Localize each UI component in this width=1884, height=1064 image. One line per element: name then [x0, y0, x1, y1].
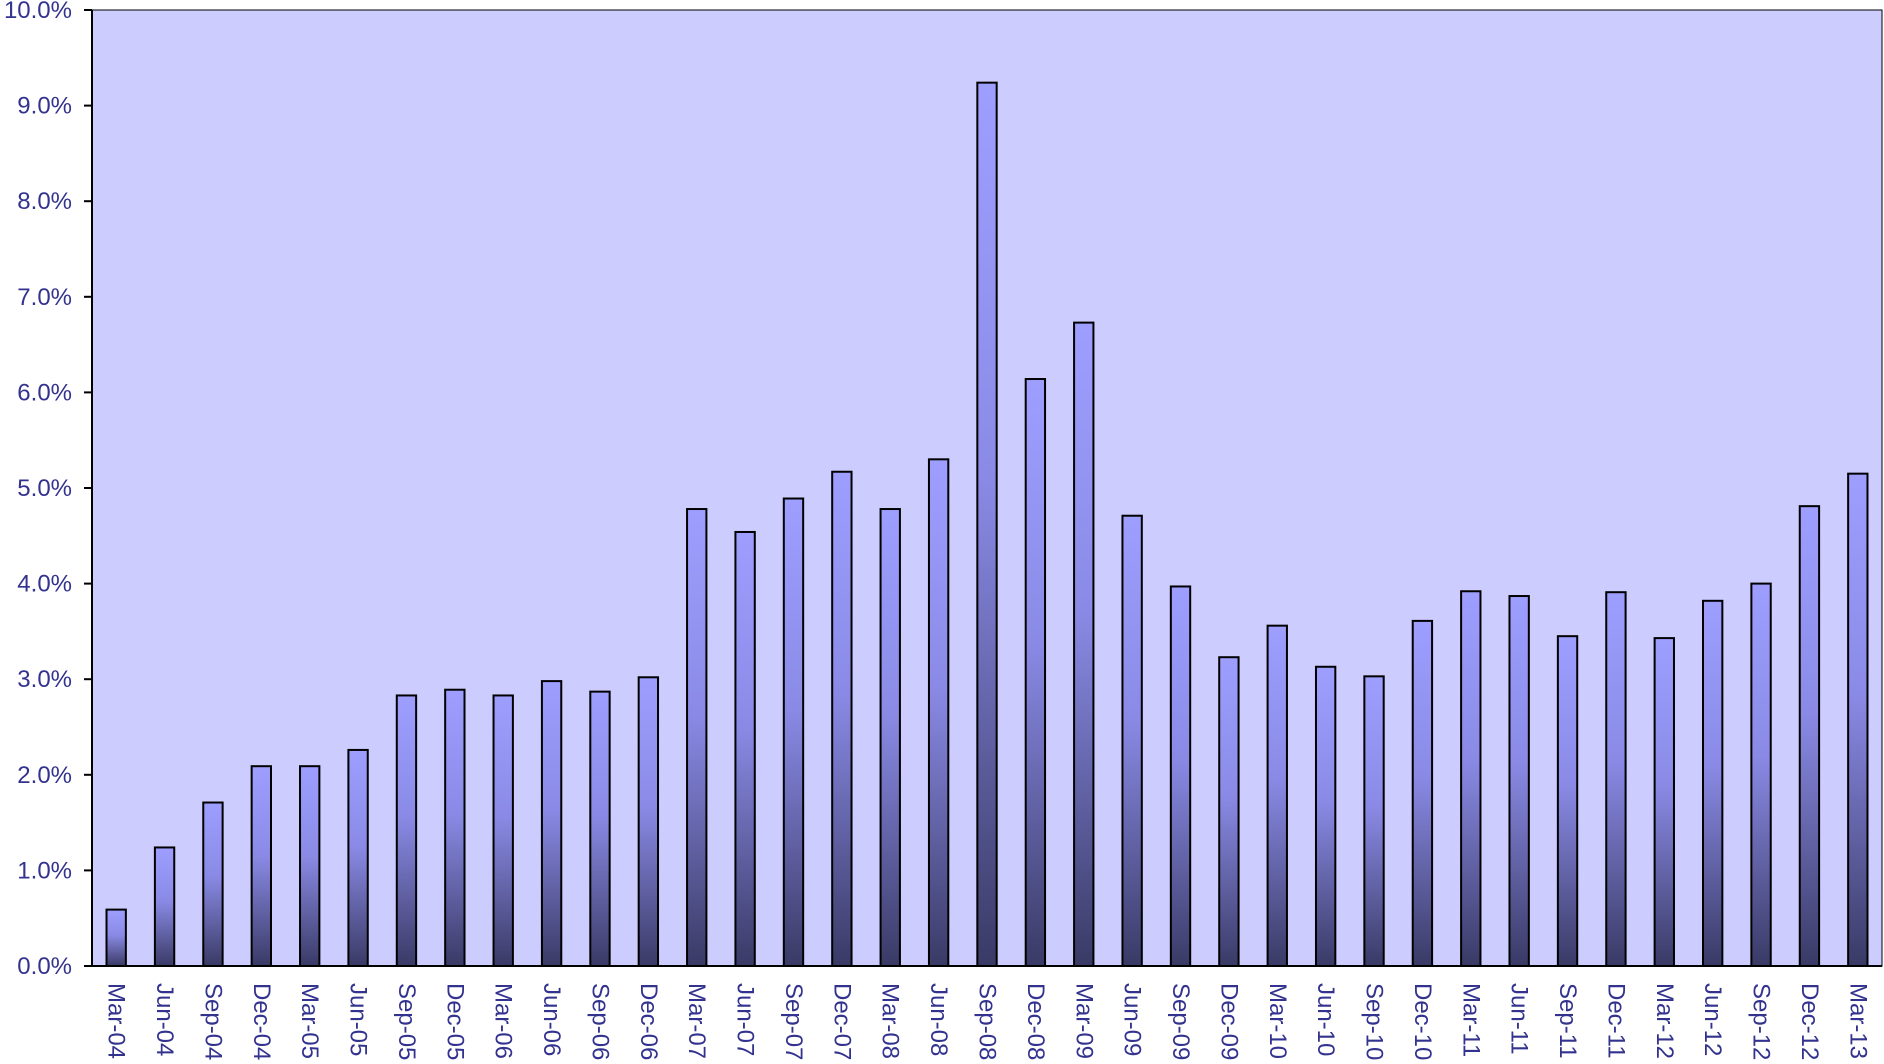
x-tick-label: Sep-06 — [586, 983, 613, 1060]
bar-jun-09 — [1121, 514, 1143, 967]
x-tick-label: Dec-07 — [828, 983, 855, 1060]
x-tick-label: Sep-11 — [1554, 983, 1581, 1059]
bar-mar-10 — [1266, 624, 1288, 967]
bar-jun-06 — [540, 680, 563, 967]
bar-dec-08 — [1024, 378, 1047, 967]
bar-sep-12 — [1750, 582, 1772, 967]
y-axis-ticks — [84, 9, 92, 967]
x-tick-label: Mar-07 — [683, 983, 710, 1059]
x-tick-label: Sep-08 — [974, 983, 1001, 1060]
x-tick-label: Mar-09 — [1070, 983, 1097, 1059]
bar-mar-07 — [686, 508, 708, 967]
y-tick-label: 9.0% — [17, 93, 72, 120]
bar-dec-04 — [250, 765, 273, 967]
x-tick-label: Jun-10 — [1312, 983, 1339, 1056]
bar-dec-09 — [1218, 656, 1240, 967]
x-tick-label: Mar-11 — [1457, 983, 1484, 1057]
x-tick-label: Mar-06 — [490, 983, 517, 1059]
bar-mar-09 — [1073, 321, 1095, 967]
x-tick-label: Jun-06 — [538, 983, 565, 1056]
y-tick-label: 3.0% — [17, 666, 72, 693]
x-tick-label: Jun-09 — [1119, 983, 1146, 1056]
y-tick-label: 8.0% — [17, 188, 72, 215]
x-tick-label: Mar-04 — [103, 983, 130, 1059]
bar-jun-05 — [347, 748, 369, 967]
bar-sep-08 — [976, 81, 998, 967]
bar-sep-10 — [1363, 675, 1385, 967]
bar-sep-05 — [395, 694, 418, 968]
y-tick-label: 1.0% — [17, 857, 72, 884]
bar-jun-08 — [927, 458, 950, 967]
x-tick-label: Jun-05 — [345, 983, 372, 1056]
bar-sep-09 — [1169, 585, 1192, 968]
bars — [105, 81, 1869, 968]
x-axis-labels: Mar-04 Jun-04 Sep-04 Dec-04 Mar-05 Jun-05 Sep-… — [103, 983, 1872, 1060]
bar-jun-07 — [734, 530, 756, 967]
y-tick-label: 0.0% — [17, 953, 72, 980]
x-tick-label: Jun-11 — [1506, 983, 1533, 1055]
x-tick-label: Mar-12 — [1651, 983, 1678, 1059]
bar-sep-11 — [1556, 635, 1579, 967]
bar-jun-11 — [1508, 595, 1530, 967]
y-tick-label: 10.0% — [4, 0, 72, 24]
bar-mar-04 — [105, 908, 127, 968]
bar-mar-13 — [1847, 472, 1869, 967]
x-tick-label: Mar-08 — [877, 983, 904, 1059]
bar-dec-11 — [1605, 591, 1627, 967]
y-tick-label: 7.0% — [17, 284, 72, 311]
x-tick-label: Sep-05 — [393, 983, 420, 1060]
bar-dec-07 — [831, 470, 853, 967]
x-tick-label: Sep-09 — [1167, 983, 1194, 1060]
bar-mar-11 — [1460, 590, 1482, 967]
x-tick-label: Dec-12 — [1796, 983, 1823, 1060]
bar-sep-07 — [782, 497, 805, 967]
x-tick-label: Jun-12 — [1699, 983, 1726, 1056]
x-tick-label: Dec-10 — [1409, 983, 1436, 1060]
x-tick-label: Sep-07 — [780, 983, 807, 1060]
x-tick-label: Sep-12 — [1748, 983, 1775, 1060]
bar-jun-04 — [153, 846, 176, 967]
bar-dec-06 — [637, 676, 660, 968]
x-tick-label: Jun-04 — [151, 983, 178, 1056]
x-tick-label: Dec-04 — [248, 983, 275, 1060]
bar-dec-05 — [444, 688, 466, 967]
x-tick-label: Jun-07 — [732, 983, 759, 1056]
y-tick-label: 4.0% — [17, 571, 72, 598]
bar-mar-06 — [492, 694, 514, 968]
y-tick-label: 5.0% — [17, 475, 72, 502]
bar-dec-12 — [1798, 505, 1821, 967]
y-tick-label: 6.0% — [17, 379, 72, 406]
bar-jun-10 — [1314, 665, 1337, 967]
bar-mar-05 — [299, 765, 321, 967]
bar-dec-10 — [1411, 619, 1434, 967]
bar-sep-06 — [589, 690, 611, 967]
x-tick-label: Dec-08 — [1022, 983, 1049, 1060]
x-tick-label: Sep-10 — [1361, 983, 1388, 1060]
bar-jun-12 — [1702, 599, 1724, 967]
y-tick-label: 2.0% — [17, 762, 72, 789]
x-tick-label: Dec-06 — [635, 983, 662, 1060]
bar-sep-04 — [202, 801, 224, 967]
x-tick-label: Jun-08 — [925, 983, 952, 1056]
bar-mar-12 — [1653, 637, 1675, 967]
y-axis-labels: 0.0% 1.0% 2.0% 3.0% 4.0% 5.0% 6.0% 7.0% 8.0% 9.0%… — [4, 0, 72, 980]
bar-mar-08 — [879, 508, 901, 967]
x-tick-label: Sep-04 — [199, 983, 226, 1060]
x-tick-label: Mar-10 — [1264, 983, 1291, 1059]
x-tick-label: Dec-11 — [1602, 983, 1629, 1059]
x-tick-label: Mar-13 — [1844, 983, 1871, 1059]
x-tick-label: Mar-05 — [296, 983, 323, 1059]
x-tick-label: Dec-05 — [441, 983, 468, 1060]
x-tick-label: Dec-09 — [1215, 983, 1242, 1060]
